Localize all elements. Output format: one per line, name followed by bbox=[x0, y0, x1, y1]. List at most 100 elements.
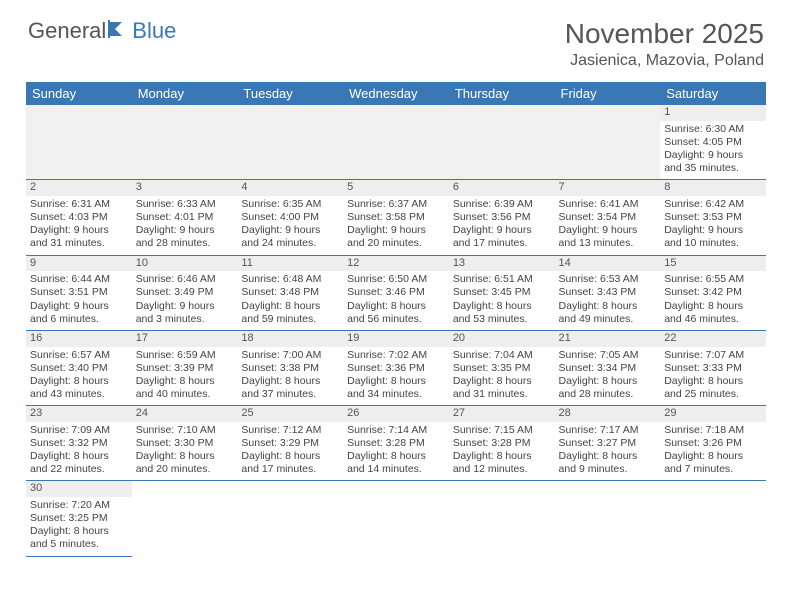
daylight-line: Daylight: 8 hours and 17 minutes. bbox=[241, 450, 339, 476]
empty-cell bbox=[449, 481, 555, 556]
day-cell: 30Sunrise: 7:20 AMSunset: 3:25 PMDayligh… bbox=[26, 481, 132, 556]
day-cell: 2Sunrise: 6:31 AMSunset: 4:03 PMDaylight… bbox=[26, 180, 132, 255]
empty-cell bbox=[449, 105, 555, 180]
sunset-line: Sunset: 3:40 PM bbox=[30, 362, 128, 375]
sunset-line: Sunset: 3:48 PM bbox=[241, 286, 339, 299]
empty-cell bbox=[555, 481, 661, 556]
daylight-line: Daylight: 8 hours and 49 minutes. bbox=[559, 300, 657, 326]
daylight-line: Daylight: 9 hours and 24 minutes. bbox=[241, 224, 339, 250]
sunset-line: Sunset: 3:28 PM bbox=[347, 437, 445, 450]
sunset-line: Sunset: 3:34 PM bbox=[559, 362, 657, 375]
day-cell: 29Sunrise: 7:18 AMSunset: 3:26 PMDayligh… bbox=[660, 406, 766, 481]
sunset-line: Sunset: 3:27 PM bbox=[559, 437, 657, 450]
sunset-line: Sunset: 4:00 PM bbox=[241, 211, 339, 224]
day-number: 2 bbox=[26, 180, 132, 196]
sunset-line: Sunset: 3:51 PM bbox=[30, 286, 128, 299]
sunrise-line: Sunrise: 6:57 AM bbox=[30, 349, 128, 362]
weekday-header: Tuesday bbox=[237, 82, 343, 105]
day-cell: 15Sunrise: 6:55 AMSunset: 3:42 PMDayligh… bbox=[660, 255, 766, 330]
sunset-line: Sunset: 3:58 PM bbox=[347, 211, 445, 224]
weekday-header: Sunday bbox=[26, 82, 132, 105]
sunset-line: Sunset: 3:53 PM bbox=[664, 211, 762, 224]
sunset-line: Sunset: 4:03 PM bbox=[30, 211, 128, 224]
empty-cell bbox=[26, 105, 132, 180]
sunset-line: Sunset: 3:45 PM bbox=[453, 286, 551, 299]
empty-cell bbox=[343, 105, 449, 180]
daylight-line: Daylight: 8 hours and 9 minutes. bbox=[559, 450, 657, 476]
weekday-header: Monday bbox=[132, 82, 238, 105]
day-number: 6 bbox=[449, 180, 555, 196]
daylight-line: Daylight: 8 hours and 22 minutes. bbox=[30, 450, 128, 476]
daylight-line: Daylight: 8 hours and 7 minutes. bbox=[664, 450, 762, 476]
daylight-line: Daylight: 8 hours and 37 minutes. bbox=[241, 375, 339, 401]
sunrise-line: Sunrise: 6:48 AM bbox=[241, 273, 339, 286]
empty-cell bbox=[343, 481, 449, 556]
sunrise-line: Sunrise: 7:17 AM bbox=[559, 424, 657, 437]
day-cell: 17Sunrise: 6:59 AMSunset: 3:39 PMDayligh… bbox=[132, 330, 238, 405]
day-number: 19 bbox=[343, 331, 449, 347]
sunset-line: Sunset: 3:42 PM bbox=[664, 286, 762, 299]
daylight-line: Daylight: 9 hours and 35 minutes. bbox=[664, 149, 762, 175]
sunset-line: Sunset: 3:46 PM bbox=[347, 286, 445, 299]
day-number: 8 bbox=[660, 180, 766, 196]
sunrise-line: Sunrise: 7:05 AM bbox=[559, 349, 657, 362]
day-cell: 19Sunrise: 7:02 AMSunset: 3:36 PMDayligh… bbox=[343, 330, 449, 405]
daylight-line: Daylight: 8 hours and 56 minutes. bbox=[347, 300, 445, 326]
daylight-line: Daylight: 9 hours and 6 minutes. bbox=[30, 300, 128, 326]
sunset-line: Sunset: 3:39 PM bbox=[136, 362, 234, 375]
daylight-line: Daylight: 8 hours and 46 minutes. bbox=[664, 300, 762, 326]
day-number: 30 bbox=[26, 481, 132, 497]
sunrise-line: Sunrise: 6:39 AM bbox=[453, 198, 551, 211]
day-number: 14 bbox=[555, 256, 661, 272]
sunset-line: Sunset: 4:01 PM bbox=[136, 211, 234, 224]
sunrise-line: Sunrise: 7:12 AM bbox=[241, 424, 339, 437]
sunrise-line: Sunrise: 6:53 AM bbox=[559, 273, 657, 286]
day-cell: 22Sunrise: 7:07 AMSunset: 3:33 PMDayligh… bbox=[660, 330, 766, 405]
day-number: 26 bbox=[343, 406, 449, 422]
daylight-line: Daylight: 8 hours and 53 minutes. bbox=[453, 300, 551, 326]
calendar-row: 1Sunrise: 6:30 AMSunset: 4:05 PMDaylight… bbox=[26, 105, 766, 180]
day-cell: 20Sunrise: 7:04 AMSunset: 3:35 PMDayligh… bbox=[449, 330, 555, 405]
title-block: November 2025 Jasienica, Mazovia, Poland bbox=[565, 18, 764, 70]
day-cell: 3Sunrise: 6:33 AMSunset: 4:01 PMDaylight… bbox=[132, 180, 238, 255]
day-cell: 26Sunrise: 7:14 AMSunset: 3:28 PMDayligh… bbox=[343, 406, 449, 481]
sunset-line: Sunset: 3:43 PM bbox=[559, 286, 657, 299]
calendar-body: 1Sunrise: 6:30 AMSunset: 4:05 PMDaylight… bbox=[26, 105, 766, 556]
daylight-line: Daylight: 9 hours and 10 minutes. bbox=[664, 224, 762, 250]
sunrise-line: Sunrise: 6:35 AM bbox=[241, 198, 339, 211]
sunrise-line: Sunrise: 7:09 AM bbox=[30, 424, 128, 437]
calendar-row: 30Sunrise: 7:20 AMSunset: 3:25 PMDayligh… bbox=[26, 481, 766, 556]
empty-cell bbox=[237, 105, 343, 180]
empty-cell bbox=[660, 481, 766, 556]
daylight-line: Daylight: 9 hours and 28 minutes. bbox=[136, 224, 234, 250]
day-cell: 18Sunrise: 7:00 AMSunset: 3:38 PMDayligh… bbox=[237, 330, 343, 405]
calendar-row: 16Sunrise: 6:57 AMSunset: 3:40 PMDayligh… bbox=[26, 330, 766, 405]
sunrise-line: Sunrise: 7:04 AM bbox=[453, 349, 551, 362]
sunset-line: Sunset: 3:56 PM bbox=[453, 211, 551, 224]
sunset-line: Sunset: 3:49 PM bbox=[136, 286, 234, 299]
daylight-line: Daylight: 8 hours and 5 minutes. bbox=[30, 525, 128, 551]
weekday-header: Saturday bbox=[660, 82, 766, 105]
sunrise-line: Sunrise: 6:44 AM bbox=[30, 273, 128, 286]
day-number: 13 bbox=[449, 256, 555, 272]
daylight-line: Daylight: 8 hours and 28 minutes. bbox=[559, 375, 657, 401]
sunrise-line: Sunrise: 6:37 AM bbox=[347, 198, 445, 211]
daylight-line: Daylight: 8 hours and 31 minutes. bbox=[453, 375, 551, 401]
day-number: 17 bbox=[132, 331, 238, 347]
day-number: 15 bbox=[660, 256, 766, 272]
day-number: 20 bbox=[449, 331, 555, 347]
day-cell: 12Sunrise: 6:50 AMSunset: 3:46 PMDayligh… bbox=[343, 255, 449, 330]
sunrise-line: Sunrise: 7:00 AM bbox=[241, 349, 339, 362]
day-cell: 9Sunrise: 6:44 AMSunset: 3:51 PMDaylight… bbox=[26, 255, 132, 330]
day-number: 1 bbox=[660, 105, 766, 121]
day-number: 11 bbox=[237, 256, 343, 272]
sunset-line: Sunset: 3:32 PM bbox=[30, 437, 128, 450]
day-cell: 25Sunrise: 7:12 AMSunset: 3:29 PMDayligh… bbox=[237, 406, 343, 481]
day-number: 27 bbox=[449, 406, 555, 422]
sunrise-line: Sunrise: 6:55 AM bbox=[664, 273, 762, 286]
sunset-line: Sunset: 4:05 PM bbox=[664, 136, 762, 149]
day-number: 22 bbox=[660, 331, 766, 347]
day-number: 25 bbox=[237, 406, 343, 422]
sunset-line: Sunset: 3:30 PM bbox=[136, 437, 234, 450]
weekday-header: Friday bbox=[555, 82, 661, 105]
